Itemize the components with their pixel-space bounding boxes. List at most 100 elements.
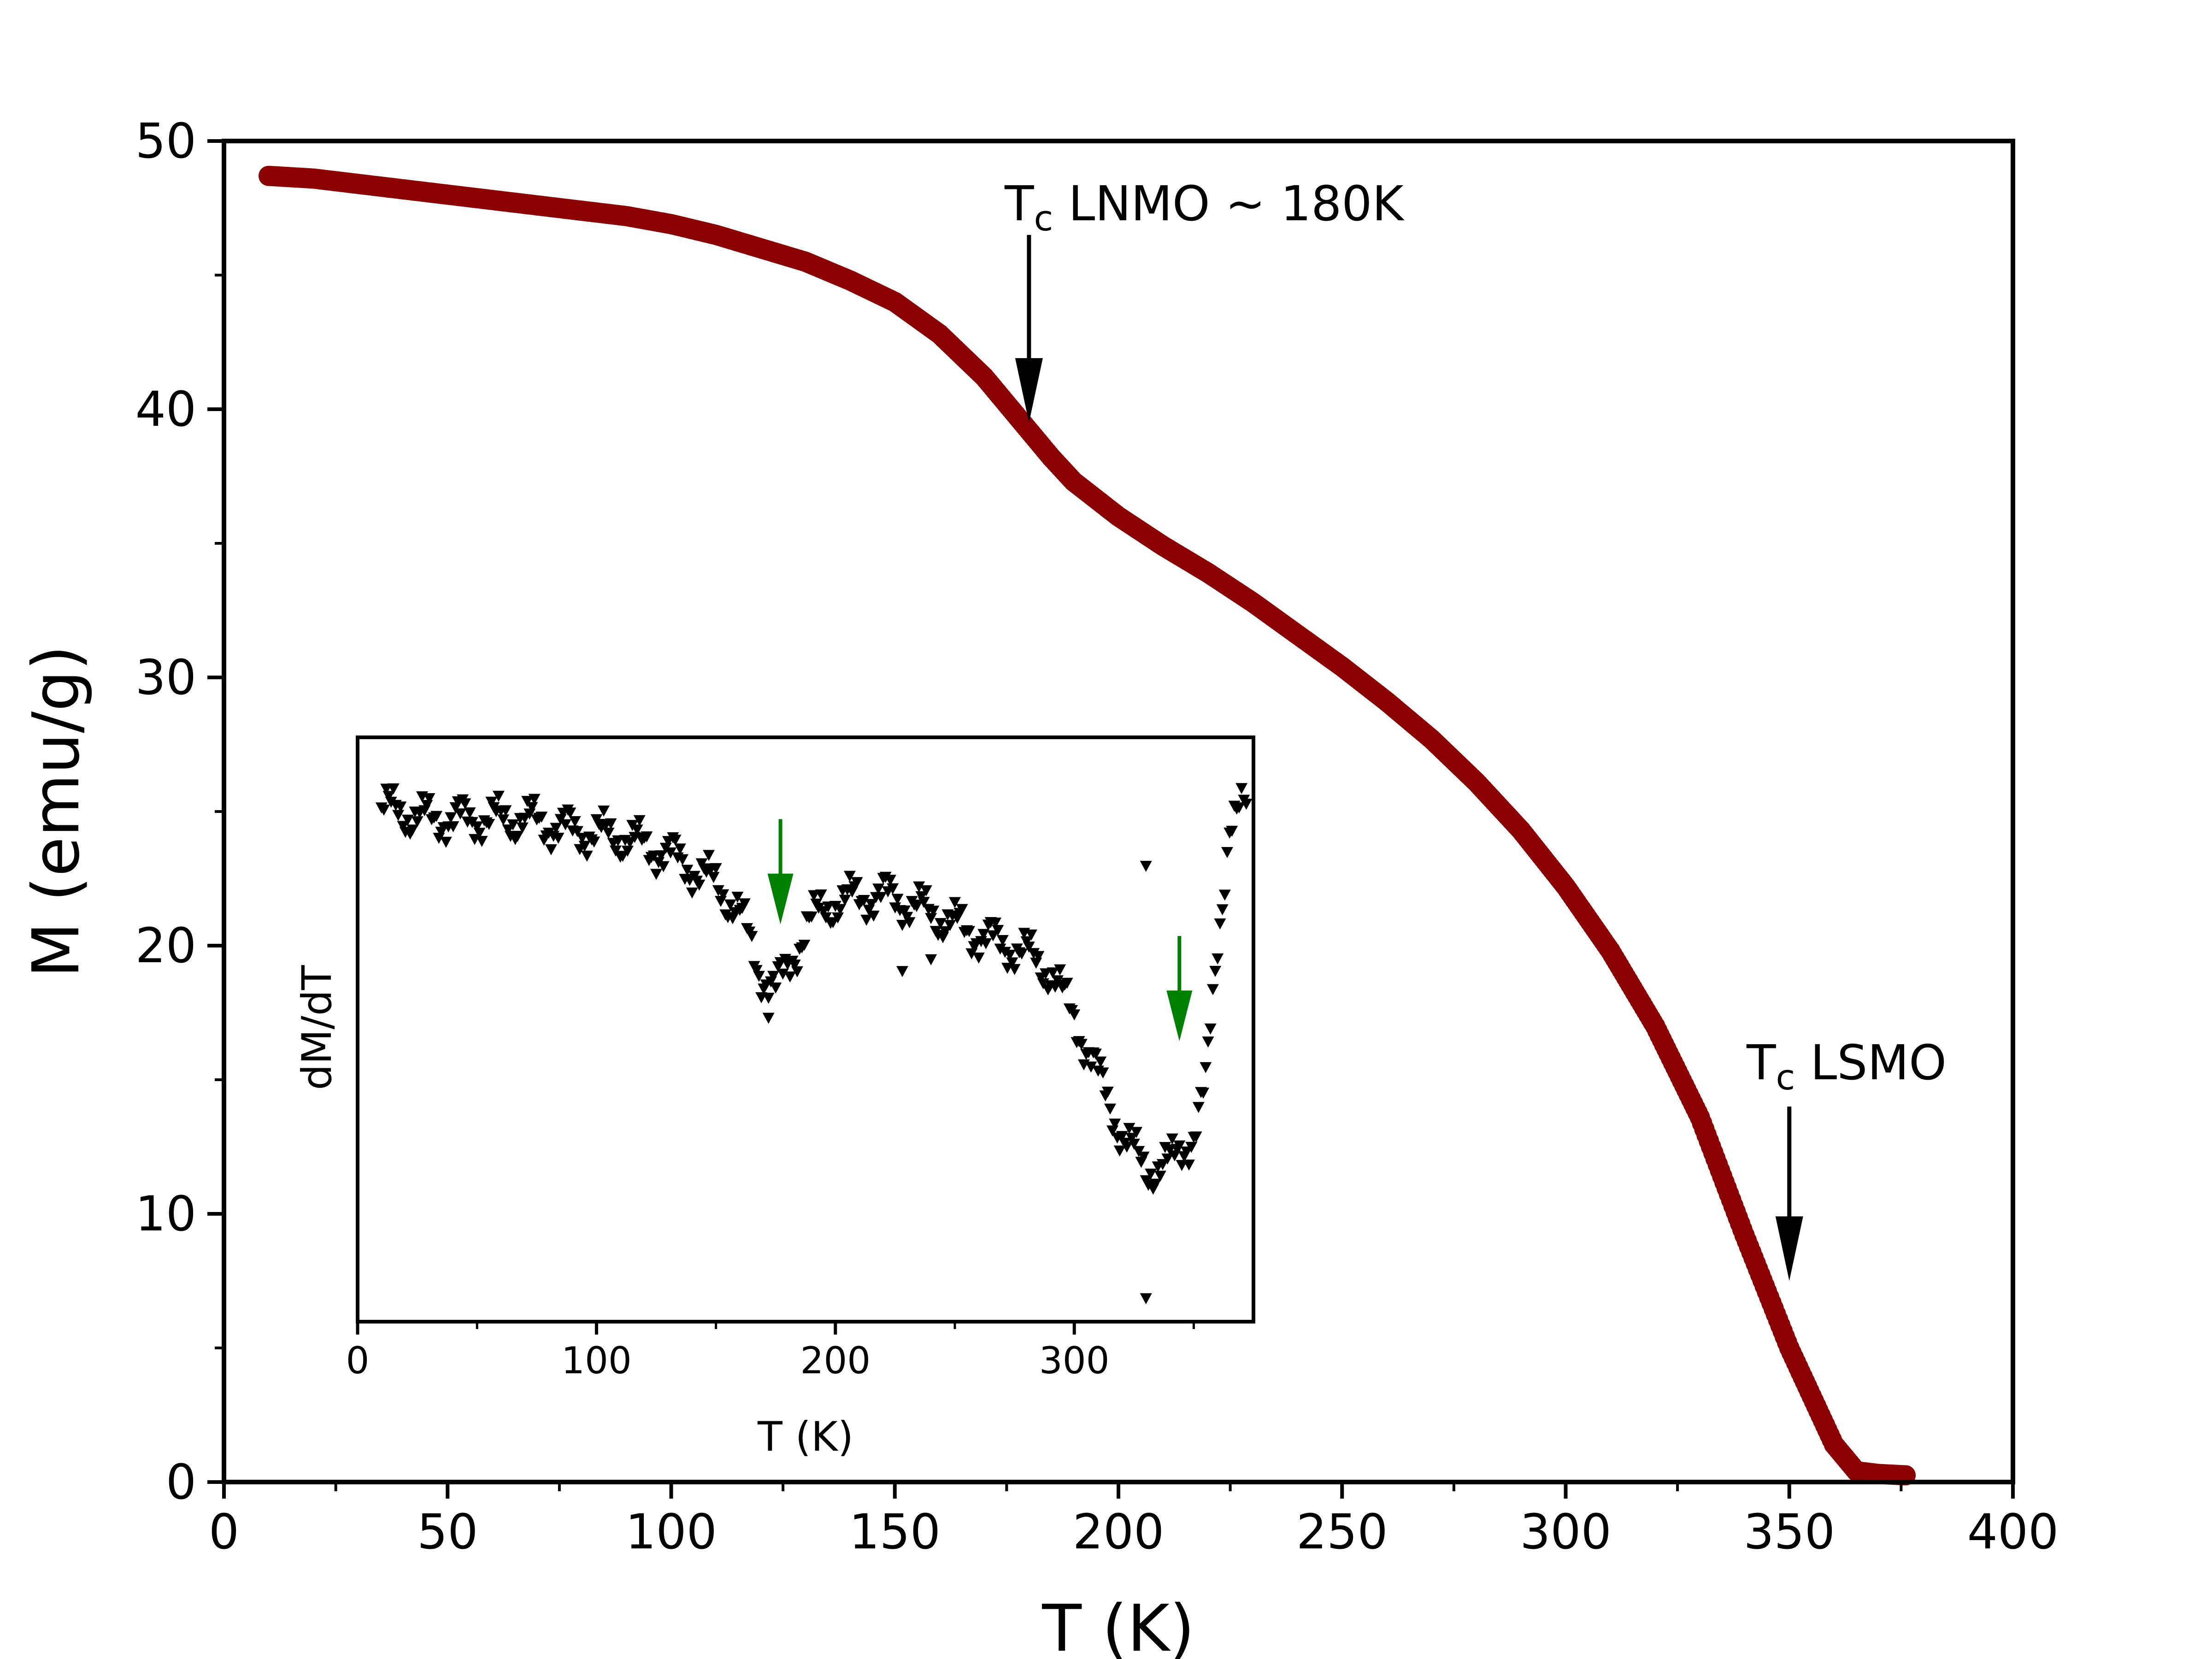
inset-data-point: [972, 953, 985, 964]
inset-data-point: [963, 926, 976, 937]
inset-data-point: [1028, 948, 1040, 959]
inset-data-point: [542, 828, 555, 839]
inset-data-point: [724, 899, 736, 911]
inset-data-point: [624, 837, 636, 848]
main-x-tick-label: 350: [1743, 1504, 1835, 1560]
inset-data-point: [502, 824, 514, 836]
inset-data-point: [1025, 930, 1037, 941]
inset-data-point: [913, 881, 925, 893]
inset-data-point: [1051, 975, 1064, 987]
inset-data-point: [798, 940, 811, 951]
inset-data-point: [459, 798, 471, 810]
inset-data-point: [851, 877, 863, 888]
inset-data-point: [1202, 1036, 1214, 1048]
inset-data-point: [621, 846, 634, 857]
inset-data-point: [681, 865, 694, 876]
inset-data-point: [788, 959, 801, 971]
inset-data-point: [918, 897, 930, 908]
inset-data-point: [516, 822, 529, 834]
inset-data-point: [1061, 977, 1073, 989]
inset-data-point: [703, 850, 715, 861]
inset-data-point: [576, 833, 588, 844]
inset-data-point: [392, 810, 405, 821]
inset-data-point: [1040, 968, 1052, 980]
inset-data-point: [665, 847, 677, 859]
inset-data-point: [598, 806, 610, 817]
inset-data-point: [834, 904, 847, 915]
inset-data-point: [669, 835, 682, 846]
inset-data-point: [1075, 1039, 1088, 1050]
main-y-tick-label: 50: [135, 113, 196, 169]
inset-data-point: [1109, 1118, 1121, 1130]
inset-data-point: [1233, 802, 1245, 813]
inset-data-point: [927, 906, 940, 917]
inset-data-point: [1216, 904, 1229, 916]
inset-data-point: [996, 935, 1009, 946]
inset-data-point: [992, 925, 1004, 936]
inset-data-point: [710, 863, 722, 874]
inset-data-point: [1240, 799, 1253, 810]
inset-data-point: [1116, 1131, 1128, 1142]
inset-data-point: [378, 805, 390, 816]
inset-data-point: [581, 850, 593, 862]
inset-data-point: [770, 982, 782, 994]
main-x-tick-label: 150: [849, 1504, 941, 1560]
inset-data-point: [1214, 918, 1226, 930]
main-x-tick-label: 100: [625, 1504, 717, 1560]
inset-data-point: [762, 993, 775, 1004]
inset-data-point: [865, 899, 877, 910]
inset-data-point: [738, 898, 751, 910]
inset-data-point: [717, 889, 729, 900]
inset-data-point: [473, 828, 486, 839]
inset-data-point: [746, 931, 758, 942]
main-y-tick-label: 0: [166, 1454, 196, 1510]
inset-data-point: [1166, 1133, 1178, 1145]
inset-data-point: [949, 897, 961, 908]
inset-data-point: [569, 816, 581, 827]
inset-data-point: [512, 830, 524, 842]
main-x-tick-label: 400: [1967, 1504, 2059, 1560]
annotation-arrow-head: [1775, 1216, 1803, 1281]
annotation-arrow-head: [1015, 358, 1043, 423]
inset-data-point: [411, 816, 424, 828]
inset-data-point: [1218, 889, 1231, 901]
inset-data-point: [674, 843, 686, 855]
inset-data-point: [629, 832, 641, 843]
inset-data-point: [1185, 1141, 1198, 1153]
inset-data-point: [989, 918, 1002, 929]
inset-data-point: [987, 930, 999, 941]
inset-data-point: [476, 835, 488, 847]
inset-data-point: [858, 895, 870, 906]
inset-data-point: [887, 883, 899, 894]
inset-x-tick-label: 100: [561, 1339, 632, 1382]
inset-data-point: [526, 802, 538, 813]
main-x-axis: 0 50 100 150 200 250 300 350 400: [209, 1482, 2059, 1560]
inset-data-point: [677, 854, 688, 865]
inset-data-point: [686, 887, 698, 899]
inset-data-point: [571, 826, 583, 837]
inset-data-point: [791, 966, 803, 977]
inset-arrow-head: [1166, 990, 1193, 1041]
annotation-lsmo-label: Tc LSMO: [1746, 1035, 1947, 1098]
main-x-tick-label: 250: [1296, 1504, 1388, 1560]
inset-data-series: [375, 783, 1253, 1305]
inset-data-point: [559, 819, 571, 830]
inset-data-point: [1032, 951, 1045, 962]
inset-data-point: [1123, 1123, 1135, 1134]
inset-data-point: [492, 790, 505, 802]
annotation-lnmo-label: Tc LNMO ~ 180K: [1004, 176, 1405, 239]
main-annotations: Tc LNMO ~ 180K Tc LSMO: [1004, 176, 1947, 1281]
main-y-tick-label: 10: [135, 1186, 196, 1242]
inset-data-point: [1006, 957, 1018, 969]
inset-data-point: [641, 831, 653, 843]
inset-data-point: [980, 938, 992, 949]
main-x-tick-label: 200: [1073, 1504, 1165, 1560]
inset-data-point: [406, 824, 419, 836]
inset-data-point: [920, 885, 932, 896]
inset-data-point: [977, 929, 990, 940]
inset-data-point: [1145, 1168, 1157, 1180]
inset-data-point: [777, 968, 789, 980]
inset-y-axis-label: dM/dT: [293, 965, 341, 1090]
inset-data-point: [535, 812, 548, 823]
inset-arrow-head: [767, 873, 794, 924]
